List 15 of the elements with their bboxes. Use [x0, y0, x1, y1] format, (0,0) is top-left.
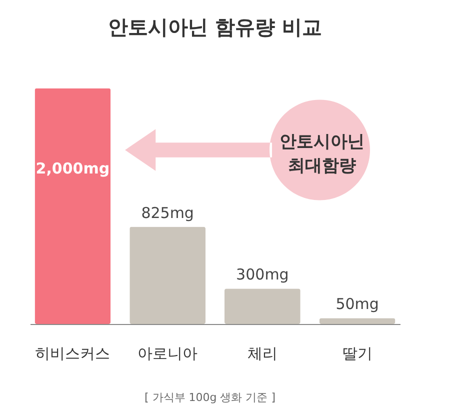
annotation: 안토시아닌 최대함량 — [280, 132, 364, 176]
x-tick-label: 체리 — [247, 344, 278, 362]
x-tick-label: 히비스커스 — [35, 344, 110, 362]
data-label: 825mg — [141, 204, 194, 222]
bar — [34, 88, 111, 324]
chart-title: 안토시아닌 함유량 비교 — [108, 15, 322, 39]
bar — [224, 288, 300, 324]
bar — [130, 226, 206, 324]
x-tick-label: 아로니아 — [138, 344, 198, 362]
bar — [319, 318, 396, 324]
text: [ 가식부 100g 생화 기준 ] — [144, 391, 276, 404]
data-label: 50mg — [336, 295, 379, 314]
data-label: 2,000mg — [36, 159, 110, 178]
data-label: 300mg — [236, 266, 289, 284]
x-tick-label: 딸기 — [342, 344, 372, 362]
